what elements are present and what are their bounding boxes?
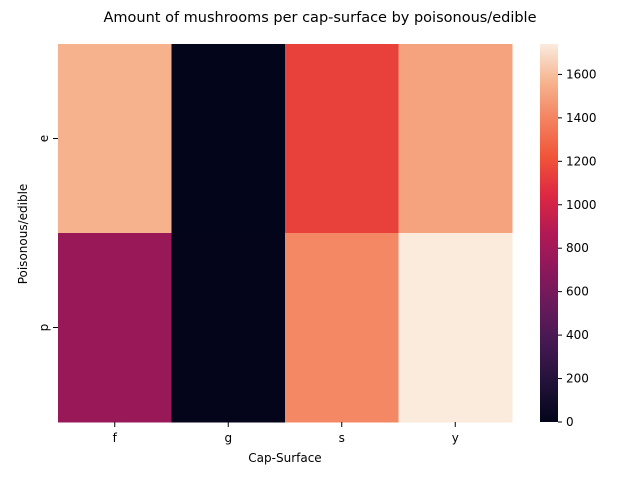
y-tick-label-e: e [37, 135, 51, 142]
x-tick-label-s: s [339, 431, 345, 445]
colorbar-tick-label: 1600 [566, 67, 597, 81]
heatmap-cell-p-g [171, 233, 286, 423]
colorbar-tick-label: 0 [566, 415, 574, 429]
x-axis-label: Cap-Surface [248, 451, 321, 465]
y-axis-label: Poisonous/edible [16, 184, 30, 285]
heatmap-cell-p-y [398, 233, 513, 423]
x-tick-label-y: y [452, 431, 459, 445]
colorbar-tick-label: 1200 [566, 154, 597, 168]
heatmap-cells [58, 44, 513, 423]
colorbar-tick-label: 800 [566, 241, 589, 255]
colorbar-axis: 0 200 400 600 800 1000 1200 1400 1600 [558, 67, 597, 429]
heatmap-cell-p-f [58, 233, 172, 423]
heatmap-cell-e-g [171, 44, 286, 234]
y-axis: ep [37, 135, 58, 332]
colorbar-tick-label: 400 [566, 328, 589, 342]
colorbar-tick-label: 1400 [566, 111, 597, 125]
heatmap-cell-e-f [58, 44, 172, 234]
y-tick-label-p: p [37, 324, 51, 332]
colorbar-tick-label: 1000 [566, 198, 597, 212]
heatmap-cell-p-s [285, 233, 399, 423]
heatmap-cell-e-y [398, 44, 513, 234]
colorbar [540, 44, 558, 422]
chart-title: Amount of mushrooms per cap-surface by p… [103, 10, 536, 26]
x-tick-label-g: g [224, 431, 232, 445]
heatmap-cell-e-s [285, 44, 399, 234]
x-tick-label-f: f [113, 431, 118, 445]
colorbar-tick-label: 200 [566, 372, 589, 386]
colorbar-tick-label: 600 [566, 285, 589, 299]
